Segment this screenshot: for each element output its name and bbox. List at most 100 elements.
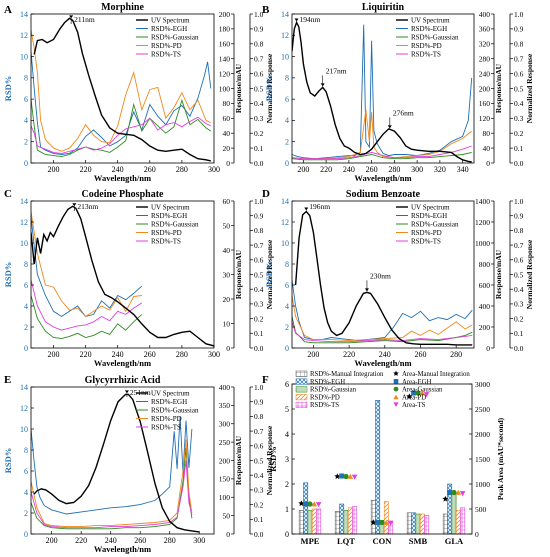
legend-swatch xyxy=(295,394,308,401)
y-tick-label: 6 xyxy=(24,281,28,290)
bar-rsd-gaussian xyxy=(307,509,313,535)
legend-swatch xyxy=(295,370,308,377)
response-tick-label: 350 xyxy=(219,401,231,410)
response-tick-label: 200 xyxy=(479,84,491,93)
normalized-tick-label: 0.7 xyxy=(254,55,264,64)
y-tick-label: 6 xyxy=(285,95,289,104)
response-tick-label: 50 xyxy=(223,511,231,520)
x-axis-label: Wavelength/nm xyxy=(94,544,151,554)
y-tick-label: 12 xyxy=(20,31,28,40)
legend-label: RSD%-PD xyxy=(411,229,442,237)
normalized-tick-label: 0.3 xyxy=(254,114,264,123)
normalized-tick-label: 0.3 xyxy=(514,114,524,123)
annotation-arrowhead xyxy=(124,390,129,394)
x-tick-label: 300 xyxy=(193,536,205,545)
series-line-rsd-ts xyxy=(292,145,472,160)
response-tick-label: 300 xyxy=(219,420,231,429)
normalized-tick-label: 0.8 xyxy=(514,40,524,49)
bar-rsd-manual-integration xyxy=(298,509,304,535)
y-tick-label: 2 xyxy=(285,138,289,147)
plot-frame xyxy=(30,386,215,535)
marker-area-egh xyxy=(411,390,417,396)
bar-rsd-pd xyxy=(419,513,425,535)
plot-frame xyxy=(30,13,215,164)
legend-label: UV Spectrum xyxy=(151,204,190,212)
normalized-tick-label: 0.3 xyxy=(514,300,524,309)
x-tick-label: 220 xyxy=(80,165,92,174)
bar-rsd-gaussian xyxy=(415,513,421,535)
y-axis-label: RSD% xyxy=(264,76,274,102)
y-tick-label: 8 xyxy=(24,446,28,455)
normalized-tick-label: 0.8 xyxy=(254,226,264,235)
x-tick-label: 260 xyxy=(144,350,156,359)
response-tick-label: 40 xyxy=(223,246,231,255)
bar-rsd-ts xyxy=(460,507,466,535)
normalized-tick-label: 0.7 xyxy=(254,427,264,436)
annotation-arrowhead xyxy=(69,15,74,19)
area-axis-label: Peak Area (mAU*second) xyxy=(496,417,505,500)
response-axis-label: Response/mAU xyxy=(234,249,243,299)
marker-area-manual-integration xyxy=(334,473,341,480)
normalized-tick-label: 0.4 xyxy=(254,285,264,294)
marker-area-pd xyxy=(419,390,426,396)
normalized-tick-label: 0.5 xyxy=(514,270,524,279)
normalized-tick-label: 0.1 xyxy=(514,144,524,153)
area-tick-label: 500 xyxy=(475,505,487,514)
annotation-arrowhead xyxy=(72,203,77,207)
bar-rsd-egh xyxy=(375,399,381,535)
legend-label: RSD%-Gaussian xyxy=(151,34,199,42)
marker-area-gaussian xyxy=(451,489,457,496)
panel-letter: B xyxy=(262,4,270,16)
marker-area-ts xyxy=(387,520,394,526)
category-label: LQT xyxy=(337,536,355,546)
marker-area-egh xyxy=(339,473,345,479)
marker-area-gaussian xyxy=(415,390,421,396)
annotation-arrowhead xyxy=(294,18,299,22)
normalized-tick-label: 0.0 xyxy=(254,344,264,353)
series-line-rsd-ts xyxy=(292,321,473,343)
annotation-arrowhead xyxy=(320,83,325,87)
normalized-tick-label: 0.0 xyxy=(254,530,264,539)
annotation-arrowhead xyxy=(387,125,392,129)
marker-area-pd xyxy=(311,501,318,507)
normalized-tick-label: 0.2 xyxy=(254,129,264,138)
response-tick-label: 120 xyxy=(219,69,231,78)
normalized-tick-label: 0.1 xyxy=(254,329,264,338)
series-line-rsd-egh xyxy=(31,51,212,155)
response-tick-label: 60 xyxy=(223,114,231,123)
y-tick-label: 12 xyxy=(281,31,289,40)
series-line-rsd-ts xyxy=(31,460,193,529)
legend-label: UV Spectrum xyxy=(151,17,190,25)
bar-rsd-manual-integration xyxy=(406,512,412,535)
y-axis-label: RSD% xyxy=(3,448,13,474)
normalized-tick-label: 0.3 xyxy=(254,300,264,309)
response-tick-label: 20 xyxy=(223,144,231,153)
peak-annotation: 217nm xyxy=(326,66,347,75)
bar-rsd-gaussian xyxy=(343,509,349,535)
legend-label: RSD%-EGH xyxy=(151,25,187,33)
normalized-tick-label: 0.9 xyxy=(514,212,524,221)
response-axis-label: Response/mAU xyxy=(494,249,503,299)
normalized-tick-label: 0.3 xyxy=(254,486,264,495)
bar-rsd-ts xyxy=(352,506,358,535)
y-tick-label: 6 xyxy=(285,281,289,290)
y-tick-label: 10 xyxy=(20,239,28,248)
x-tick-label: 240 xyxy=(112,165,124,174)
response-tick-label: 40 xyxy=(483,144,491,153)
category-label: CON xyxy=(373,536,393,546)
area-tick-label: 1500 xyxy=(475,455,490,464)
x-tick-label: 260 xyxy=(414,350,426,359)
legend-swatch xyxy=(295,378,308,385)
y-tick-label: 8 xyxy=(285,260,289,269)
legend-label: RSD%-PD xyxy=(411,42,442,50)
response-tick-label: 40 xyxy=(223,129,231,138)
response-tick-label: 200 xyxy=(479,323,491,332)
normalized-tick-label: 0.2 xyxy=(254,314,264,323)
normalized-tick-label: 0.9 xyxy=(254,212,264,221)
plot-data xyxy=(292,20,473,163)
y-tick-label: 8 xyxy=(24,260,28,269)
x-tick-label: 240 xyxy=(112,350,124,359)
